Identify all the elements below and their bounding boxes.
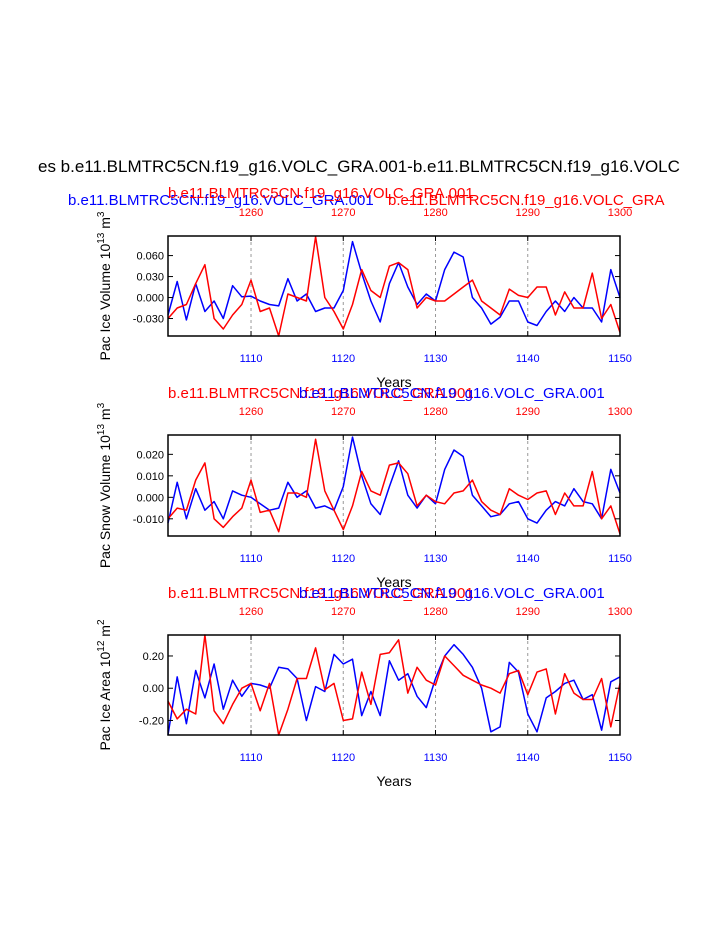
y-tick-label: 0.000 (136, 492, 164, 504)
y-axis-label-part: Pac Snow Volume 10 (97, 435, 113, 568)
x-tick-label: 1150 (608, 353, 632, 365)
top-x-tick-label: 1300 (608, 606, 632, 618)
top-x-tick-label: 1260 (239, 207, 263, 219)
y-tick-label: 0.060 (136, 251, 164, 263)
panel-2: b.e11.BLMTRC5CN.f19_g16.VOLC_GRA.001b.e1… (96, 385, 632, 590)
panel-title-blue: b.e11.BLMTRC5CN.f19_g16.VOLC_GRA.001 (299, 385, 605, 402)
y-axis-label-part: 12 (96, 640, 107, 652)
y-axis-label-part: 3 (96, 402, 107, 408)
y-axis-label-part: m (97, 625, 113, 641)
top-x-tick-label: 1280 (423, 207, 447, 219)
x-tick-label: 1110 (240, 553, 263, 565)
y-axis-label-part: 13 (96, 232, 107, 244)
y-axis-label-part: m (97, 217, 113, 233)
y-tick-label: 0.010 (136, 471, 164, 483)
y-axis-label-part: 2 (96, 619, 107, 625)
top-x-tick-label: 1270 (331, 406, 355, 418)
x-axis-label: Years (376, 773, 411, 789)
panel-1: -0.030 0.000 0.030 0.060 1110 1120 1130 1140 115… (96, 207, 632, 390)
top-x-tick-label: 1300 (608, 406, 632, 418)
y-tick-label: 0.020 (136, 449, 164, 461)
x-axis-label: Years (376, 374, 411, 390)
y-axis-label-part: m (97, 408, 113, 424)
page-title: es b.e11.BLMTRC5CN.f19_g16.VOLC_GRA.001-… (38, 157, 680, 176)
x-tick-label: 1130 (424, 353, 448, 365)
top-x-tick-label: 1290 (516, 207, 540, 219)
x-tick-label: 1140 (516, 752, 540, 764)
x-axis-label: Years (376, 574, 411, 590)
y-axis-label: Pac Ice Area 1012 m2 (96, 619, 113, 751)
x-tick-label: 1120 (331, 553, 355, 565)
series-line-red (167, 634, 621, 736)
plot-frame (167, 634, 621, 736)
top-x-tick-label: 1260 (239, 606, 263, 618)
y-axis-label: Pac Ice Volume 1013 m3 (96, 211, 113, 360)
top-x-tick-label: 1290 (516, 606, 540, 618)
panel-title-blue: b.e11.BLMTRC5CN.f19_g16.VOLC_GRA.001 (299, 585, 605, 602)
x-tick-label: 1150 (608, 752, 632, 764)
top-x-tick-label: 1290 (516, 406, 540, 418)
x-tick-label: 1140 (516, 553, 540, 565)
y-axis-label-part: 3 (96, 211, 107, 217)
y-tick-label: 0.000 (136, 293, 164, 305)
top-x-tick-label: 1280 (423, 606, 447, 618)
top-x-tick-label: 1270 (331, 606, 355, 618)
y-tick-label: 0.030 (136, 272, 164, 284)
plot-frame (167, 235, 621, 337)
x-tick-label: 1120 (331, 353, 355, 365)
series-line-blue (167, 240, 621, 327)
top-x-tick-label: 1280 (423, 406, 447, 418)
y-tick-label: -0.20 (139, 715, 164, 727)
x-tick-label: 1120 (331, 752, 355, 764)
y-axis-label: Pac Snow Volume 1013 m3 (96, 402, 113, 568)
panel-3: b.e11.BLMTRC5CN.f19_g16.VOLC_GRA.001b.e1… (96, 585, 632, 789)
top-x-tick-label: 1300 (608, 207, 632, 219)
top-header-red-over: b.e11.BLMTRC5CN.f19_g16.VOLC_GRA.001 (168, 185, 474, 202)
y-axis-label-part: Pac Ice Volume 10 (97, 244, 113, 361)
top-header-blue: b.e11.BLMTRC5CN.f19_g16.VOLC_GRA.001 (68, 192, 374, 209)
x-tick-label: 1130 (424, 752, 448, 764)
top-header-red-right: b.e11.BLMTRC5CN.f19_g16.VOLC_GRA (388, 192, 665, 209)
x-tick-label: 1130 (424, 553, 448, 565)
y-tick-label: -0.010 (133, 514, 164, 526)
top-x-tick-label: 1270 (331, 207, 355, 219)
y-axis-label-part: Pac Ice Area 10 (97, 651, 113, 750)
x-tick-label: 1110 (240, 752, 263, 764)
y-tick-label: 0.00 (143, 683, 164, 695)
series-line-blue (167, 436, 621, 524)
x-tick-label: 1140 (516, 353, 540, 365)
y-tick-label: -0.030 (133, 314, 164, 326)
plot-frame (167, 434, 621, 537)
y-axis-label-part: 13 (96, 424, 107, 436)
top-x-tick-label: 1260 (239, 406, 263, 418)
x-tick-label: 1110 (240, 353, 263, 365)
y-tick-label: 0.20 (143, 651, 164, 663)
series-line-blue (167, 643, 621, 736)
panel-title-red: b.e11.BLMTRC5CN.f19_g16.VOLC_GRA.001 (168, 585, 474, 602)
x-tick-label: 1150 (608, 553, 632, 565)
panel-title-red: b.e11.BLMTRC5CN.f19_g16.VOLC_GRA.001 (168, 385, 474, 402)
series-line-red (167, 438, 621, 535)
series-line-red (167, 235, 621, 337)
